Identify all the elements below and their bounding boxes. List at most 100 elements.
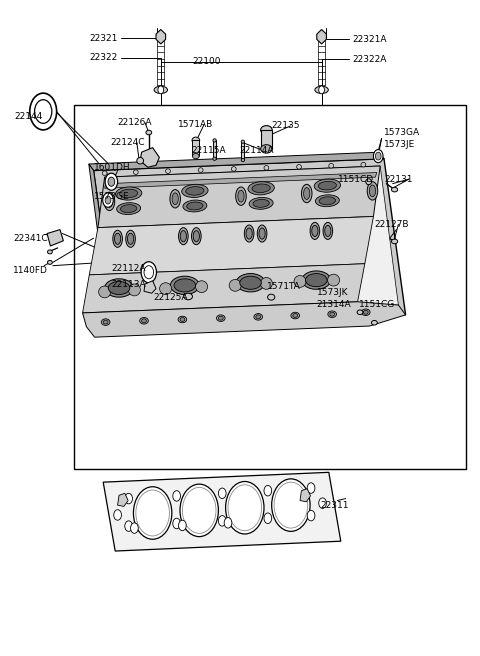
Circle shape [105,196,111,204]
Circle shape [319,86,324,94]
Ellipse shape [248,182,274,195]
Text: 22321: 22321 [89,33,118,43]
Circle shape [131,523,138,533]
Ellipse shape [310,222,320,239]
Ellipse shape [367,182,378,200]
Ellipse shape [330,312,335,316]
Ellipse shape [264,165,269,170]
Text: 22135: 22135 [271,121,300,131]
Text: 22113A: 22113A [112,280,146,289]
Text: 22127B: 22127B [374,220,409,229]
Polygon shape [98,166,380,228]
Polygon shape [89,164,115,327]
Ellipse shape [236,187,246,205]
Ellipse shape [170,190,180,208]
Polygon shape [105,166,398,316]
Ellipse shape [187,202,203,210]
Ellipse shape [172,193,179,205]
Ellipse shape [104,192,115,211]
Ellipse shape [297,165,301,169]
Polygon shape [89,152,384,171]
Ellipse shape [140,318,148,324]
Circle shape [375,152,381,160]
Ellipse shape [174,279,196,292]
Bar [192,140,199,156]
Ellipse shape [323,222,333,239]
Ellipse shape [98,286,110,298]
Ellipse shape [106,195,112,207]
Ellipse shape [325,225,331,236]
Ellipse shape [180,230,186,241]
Ellipse shape [142,319,146,323]
Ellipse shape [318,181,336,190]
Ellipse shape [240,276,261,289]
Ellipse shape [193,230,200,241]
Ellipse shape [392,188,397,192]
Ellipse shape [293,314,298,318]
Text: 22322A: 22322A [353,54,387,64]
Ellipse shape [146,130,152,135]
Ellipse shape [261,125,272,134]
Polygon shape [47,230,63,246]
Ellipse shape [370,185,376,197]
Circle shape [218,516,226,526]
Ellipse shape [294,276,306,287]
Ellipse shape [254,314,263,320]
Text: 1573JK: 1573JK [317,288,348,297]
Ellipse shape [114,233,121,245]
Circle shape [264,485,272,496]
Text: 21314A: 21314A [317,300,351,309]
Ellipse shape [304,188,310,199]
Ellipse shape [102,171,107,175]
Ellipse shape [216,315,225,321]
Ellipse shape [117,203,141,215]
Ellipse shape [113,230,122,247]
Ellipse shape [363,310,368,314]
Circle shape [173,491,180,501]
Circle shape [105,173,118,190]
Text: 1601DH: 1601DH [94,163,130,172]
Polygon shape [103,472,341,551]
Bar [74,105,466,469]
Bar [241,142,244,160]
Ellipse shape [213,139,216,142]
Ellipse shape [253,199,269,207]
Ellipse shape [101,319,110,325]
Bar [261,130,272,149]
Ellipse shape [361,163,366,167]
Ellipse shape [357,310,363,314]
Ellipse shape [259,228,265,239]
Text: 1151CD: 1151CD [338,174,374,184]
Circle shape [125,521,132,531]
Ellipse shape [329,163,334,168]
Circle shape [274,482,308,528]
Text: 1573GE: 1573GE [94,192,129,201]
Ellipse shape [312,225,318,236]
Circle shape [173,518,180,529]
Text: 22100: 22100 [192,56,221,66]
Ellipse shape [116,187,142,200]
Circle shape [136,490,169,536]
Text: 22126A: 22126A [118,118,152,127]
Text: 22125A: 22125A [154,293,188,302]
Circle shape [103,193,113,207]
Text: 22124C: 22124C [110,138,145,147]
Ellipse shape [372,321,377,325]
Ellipse shape [327,274,339,286]
Polygon shape [94,159,406,327]
Ellipse shape [128,233,133,245]
Text: 1573GA: 1573GA [384,128,420,137]
Ellipse shape [238,190,244,202]
Ellipse shape [105,279,133,297]
Ellipse shape [48,260,52,264]
Text: 1140FD: 1140FD [13,266,48,275]
Circle shape [133,487,172,539]
Ellipse shape [192,137,200,144]
Circle shape [272,479,310,531]
Ellipse shape [179,228,188,245]
Polygon shape [83,264,365,313]
Ellipse shape [133,170,138,174]
Circle shape [30,93,57,130]
Circle shape [228,485,262,531]
Circle shape [307,483,315,493]
